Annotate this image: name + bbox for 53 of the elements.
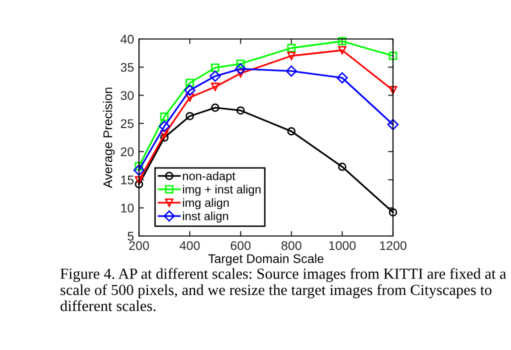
point bbox=[338, 162, 346, 171]
point bbox=[388, 208, 398, 217]
point bbox=[336, 72, 348, 84]
point bbox=[387, 118, 399, 130]
legend-label: non-adapt bbox=[183, 172, 236, 183]
x-tick-label: 200 bbox=[129, 241, 149, 250]
point bbox=[287, 127, 296, 136]
point bbox=[338, 37, 346, 46]
y-tick-label: 15 bbox=[121, 176, 134, 184]
y-tick-label: 20 bbox=[120, 147, 134, 156]
point bbox=[338, 46, 346, 54]
point bbox=[160, 133, 169, 142]
point bbox=[134, 162, 144, 170]
legend-label: inst align bbox=[183, 212, 228, 223]
caption: Figure 4. AP at different scales: Source images from KITTI are fixed at a scale of 500 pixels, and we resize the target images from Cityscapes to different scales. bbox=[60, 268, 506, 312]
point bbox=[236, 60, 245, 68]
y-tick-label: 35 bbox=[120, 62, 134, 72]
y-tick-label: 40 bbox=[120, 34, 134, 44]
point bbox=[134, 176, 144, 184]
point bbox=[133, 164, 145, 176]
y-axis-title: Average Precision bbox=[103, 88, 115, 188]
point bbox=[186, 112, 194, 120]
point bbox=[160, 112, 169, 121]
x-tick-label: 1200 bbox=[380, 241, 406, 250]
y-tick-label: 30 bbox=[120, 91, 134, 100]
y-tick-label: 10 bbox=[121, 204, 134, 213]
point bbox=[287, 44, 296, 52]
point bbox=[236, 69, 245, 78]
point bbox=[158, 120, 170, 132]
x-tick-label: 800 bbox=[282, 241, 302, 250]
legend-label: img + inst align bbox=[183, 184, 261, 196]
point bbox=[287, 52, 296, 60]
point bbox=[234, 63, 246, 74]
point bbox=[286, 65, 298, 77]
point bbox=[211, 82, 220, 92]
x-tick-label: 600 bbox=[230, 241, 251, 250]
point bbox=[134, 180, 144, 188]
point bbox=[210, 70, 221, 82]
legend-label: img align bbox=[183, 198, 229, 210]
point bbox=[388, 52, 398, 60]
point bbox=[388, 86, 398, 94]
y-tick-label: 5 bbox=[128, 232, 134, 241]
point bbox=[160, 130, 169, 139]
point bbox=[186, 78, 194, 88]
point bbox=[186, 93, 194, 102]
point bbox=[211, 104, 220, 112]
point bbox=[211, 64, 220, 72]
point bbox=[184, 84, 196, 96]
point bbox=[236, 106, 245, 115]
x-tick-label: 400 bbox=[180, 241, 200, 250]
x-tick-label: 1000 bbox=[329, 241, 356, 250]
x-axis-title: Target Domain Scale bbox=[208, 254, 324, 266]
y-tick-label: 25 bbox=[120, 119, 134, 128]
